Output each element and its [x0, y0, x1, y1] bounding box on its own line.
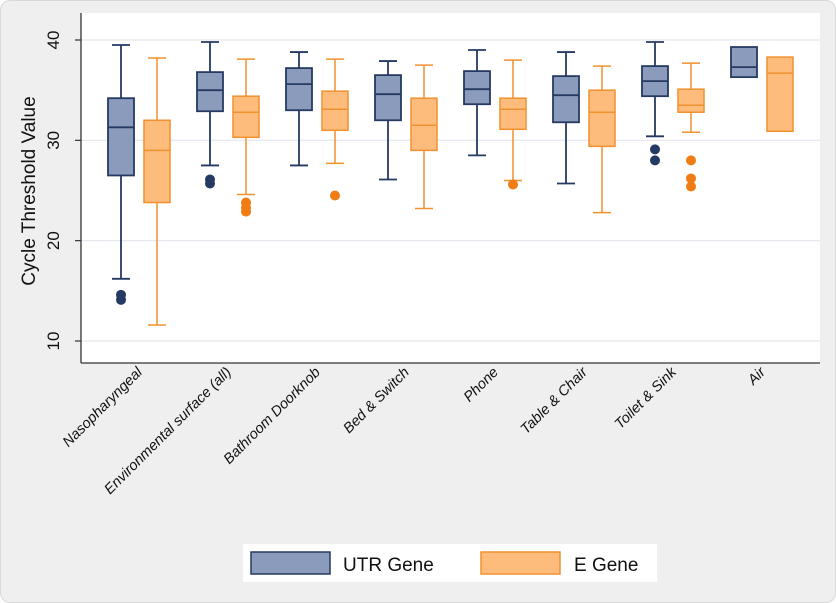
- legend-label-e: E Gene: [574, 555, 638, 576]
- legend-swatch-e: [480, 551, 561, 575]
- iqr-box: [730, 46, 758, 79]
- plot-area: [81, 13, 820, 363]
- y-ticks: 10 20 30 40: [44, 31, 81, 351]
- box-e-4: [499, 59, 527, 190]
- outlier-point: [330, 190, 340, 201]
- box-e-2: [321, 58, 349, 201]
- box-utr-4: [463, 49, 491, 157]
- box-e-0: [143, 57, 171, 326]
- outlier-point: [686, 155, 696, 166]
- outlier-point: [686, 173, 696, 184]
- iqr-box: [374, 74, 402, 122]
- gridlines: [81, 39, 820, 342]
- x-tick-label: Bed & Switch: [341, 365, 413, 437]
- y-axis-label: Cycle Threshold Value: [19, 96, 40, 285]
- box-e-1: [232, 58, 260, 217]
- iqr-box: [766, 56, 794, 133]
- iqr-box: [321, 90, 349, 132]
- y-tick-label: 30: [44, 131, 63, 150]
- x-tick-label: Bathroom Doorknob: [221, 365, 324, 468]
- iqr-box: [463, 70, 491, 106]
- box-utr-6: [641, 41, 669, 166]
- outlier-point: [241, 206, 251, 217]
- box-utr-3: [374, 60, 402, 181]
- outlier-point: [650, 155, 660, 166]
- outlier-point: [205, 178, 215, 189]
- y-tick-label: 20: [44, 231, 63, 250]
- iqr-box: [285, 67, 313, 112]
- box-e-5: [588, 65, 616, 214]
- iqr-box: [196, 71, 224, 113]
- box-e-7: [766, 56, 794, 133]
- legend-swatch-utr: [250, 551, 331, 575]
- box-e-6: [677, 62, 705, 192]
- x-tick-label: Nasopharyngeal: [60, 364, 147, 451]
- boxes: [107, 41, 794, 326]
- box-utr-0: [107, 44, 135, 305]
- iqr-box: [410, 97, 438, 152]
- outlier-point: [116, 294, 126, 305]
- y-tick-label: 40: [44, 31, 63, 50]
- legend: UTR Gene E Gene: [243, 544, 657, 582]
- box-utr-1: [196, 41, 224, 189]
- outlier-point: [686, 181, 696, 192]
- iqr-box: [107, 97, 135, 177]
- outlier-point: [650, 144, 660, 155]
- box-utr-5: [552, 51, 580, 185]
- x-tick-label: Air: [744, 364, 769, 389]
- legend-label-utr: UTR Gene: [343, 555, 434, 576]
- iqr-box: [588, 89, 616, 148]
- box-utr-2: [285, 51, 313, 167]
- x-tick-label: Phone: [461, 365, 502, 406]
- y-tick-label: 10: [44, 332, 63, 351]
- x-tick-label: Toilet & Sink: [612, 364, 680, 432]
- iqr-box: [232, 95, 260, 139]
- iqr-box: [677, 88, 705, 113]
- outlier-point: [508, 179, 518, 190]
- box-e-3: [410, 64, 438, 210]
- x-tick-label: Table & Chair: [518, 364, 592, 438]
- box-utr-7: [730, 46, 758, 79]
- iqr-box: [143, 119, 171, 204]
- iqr-box: [552, 75, 580, 124]
- iqr-box: [499, 97, 527, 131]
